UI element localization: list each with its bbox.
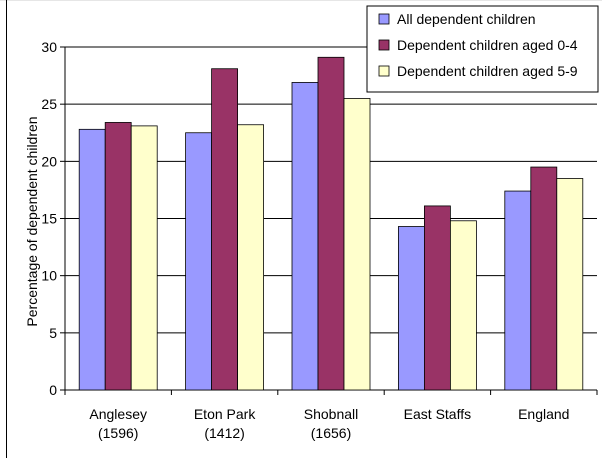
bar-1-5 bbox=[504, 190, 532, 391]
y-tick-label: 15 bbox=[41, 211, 57, 227]
top-border bbox=[0, 0, 602, 1]
bar-3-2 bbox=[237, 124, 265, 391]
y-tick-label: 0 bbox=[49, 382, 57, 398]
bar-2-2 bbox=[211, 68, 239, 391]
legend-swatch bbox=[378, 39, 390, 51]
bar-3-4 bbox=[449, 220, 477, 391]
bar-2-1 bbox=[104, 122, 132, 391]
bar-1-2 bbox=[185, 132, 213, 391]
y-tick-label: 5 bbox=[49, 325, 57, 341]
left-border bbox=[6, 0, 7, 458]
bar-2-5 bbox=[530, 166, 558, 391]
y-tick-label: 10 bbox=[41, 268, 57, 284]
bar-1-3 bbox=[291, 82, 319, 391]
y-tick-label: 30 bbox=[41, 39, 57, 55]
legend-label: Dependent children aged 0-4 bbox=[397, 37, 578, 53]
bar-3-3 bbox=[343, 98, 371, 391]
x-category-label: (1656) bbox=[311, 425, 351, 441]
y-tick-label: 25 bbox=[41, 96, 57, 112]
x-category-label: Eton Park bbox=[194, 406, 256, 422]
bar-1-1 bbox=[78, 128, 106, 391]
y-tick-label: 20 bbox=[41, 153, 57, 169]
x-category-label: (1412) bbox=[204, 425, 244, 441]
bar-3-1 bbox=[130, 125, 158, 391]
legend-swatch bbox=[378, 65, 390, 77]
x-category-label: (1596) bbox=[98, 425, 138, 441]
bar-2-4 bbox=[423, 205, 451, 391]
bar-3-5 bbox=[556, 178, 584, 391]
legend-box bbox=[366, 5, 599, 93]
y-axis-label: Percentage of dependent children bbox=[24, 116, 40, 326]
bar-2-3 bbox=[317, 56, 345, 391]
legend-swatch bbox=[378, 13, 390, 25]
x-category-label: East Staffs bbox=[404, 406, 471, 422]
legend-label: All dependent children bbox=[397, 11, 536, 27]
bar-1-4 bbox=[397, 226, 425, 391]
legend-label: Dependent children aged 5-9 bbox=[397, 63, 578, 79]
x-category-label: England bbox=[518, 406, 569, 422]
x-category-label: Anglesey bbox=[89, 406, 147, 422]
x-category-label: Shobnall bbox=[304, 406, 359, 422]
